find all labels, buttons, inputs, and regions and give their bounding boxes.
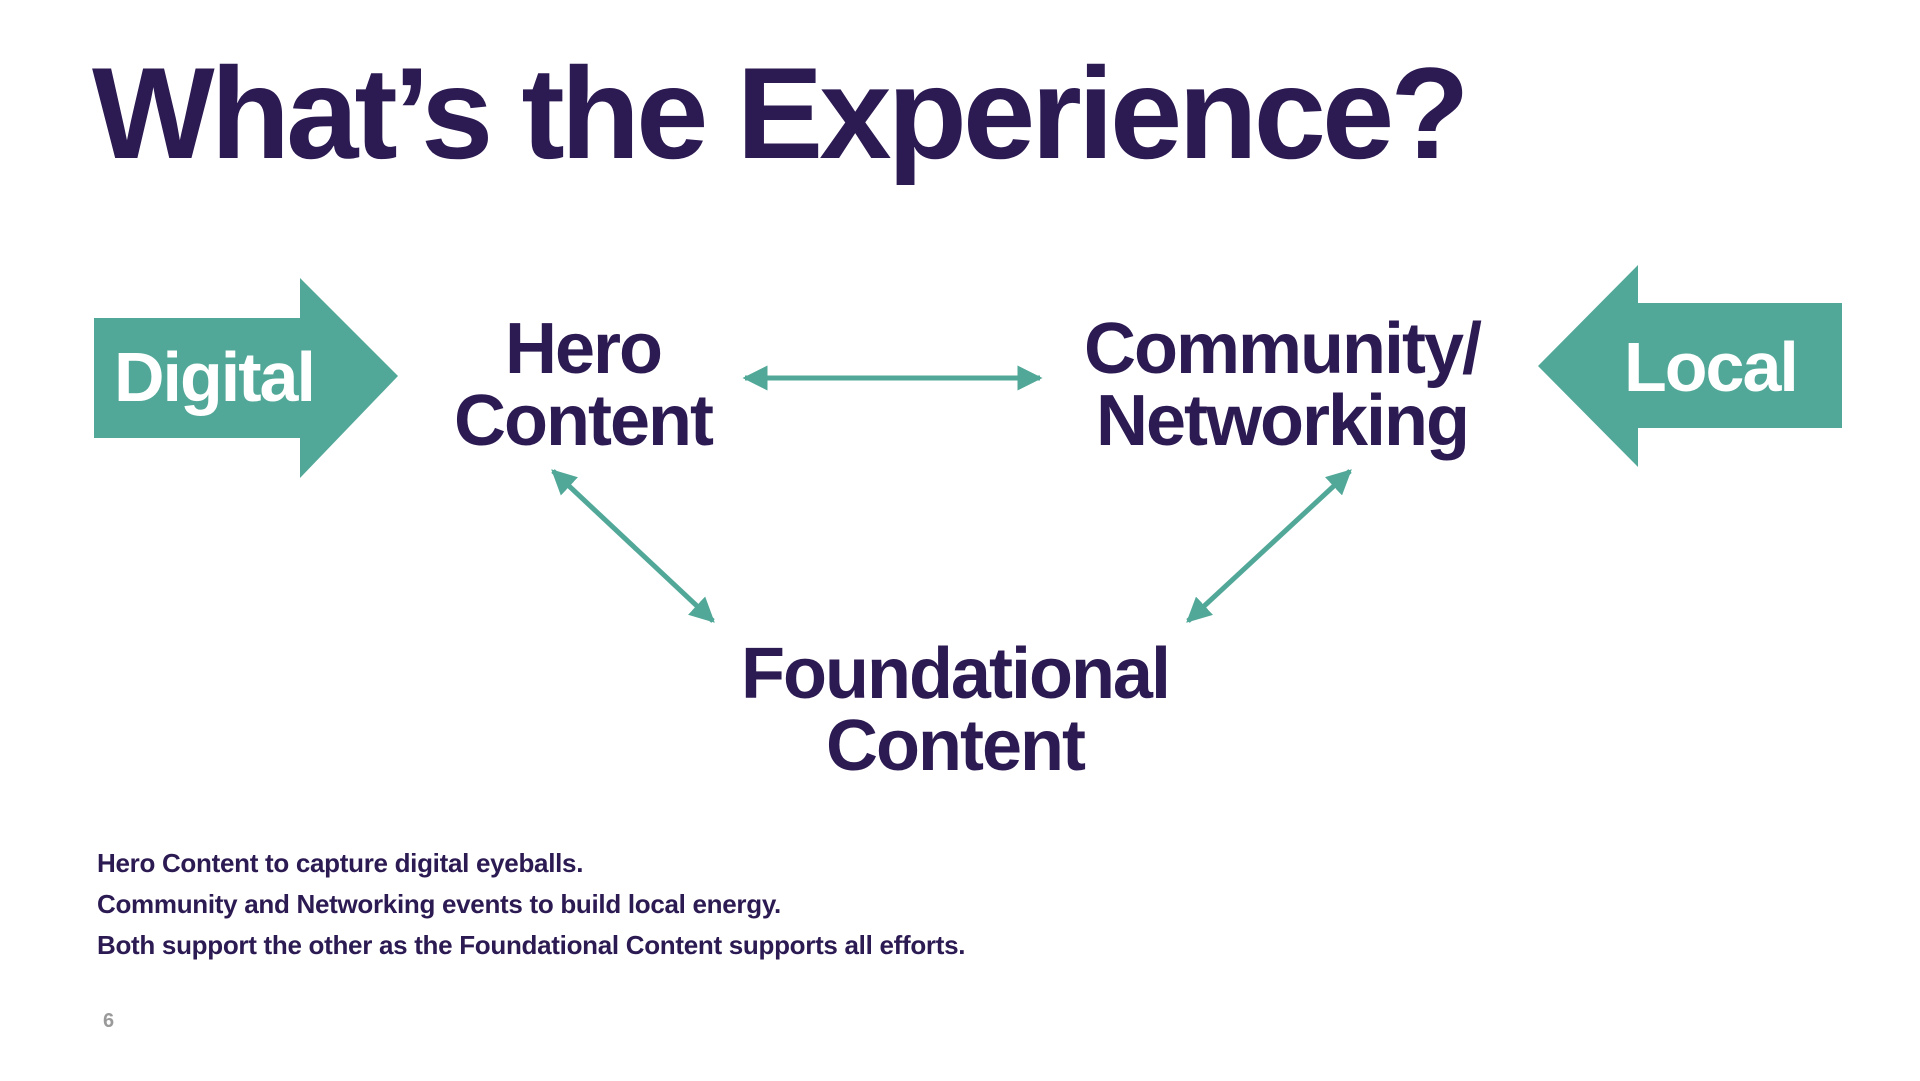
- community-networking-node: Community/ Networking: [1062, 313, 1502, 457]
- local-arrow-label: Local: [1624, 328, 1799, 406]
- foundational-content-line2: Content: [826, 706, 1086, 786]
- hero-foundational-connector: [551, 469, 715, 623]
- community-networking-line1: Community/: [1083, 309, 1482, 389]
- note-item: Both support the other as the Foundation…: [97, 930, 966, 960]
- note-item: Hero Content to capture digital eyeballs…: [97, 848, 584, 878]
- foundational-content-line1: Foundational: [741, 634, 1171, 714]
- foundational-content-node: Foundational Content: [720, 638, 1190, 782]
- community-foundational-connector: [1186, 469, 1352, 623]
- notes-list: Hero Content to capture digital eyeballs…: [97, 843, 965, 966]
- hero-content-line2: Content: [454, 381, 714, 461]
- digital-arrow-label: Digital: [114, 338, 316, 416]
- community-networking-line2: Networking: [1095, 381, 1470, 461]
- digital-entry-arrow: [94, 278, 398, 478]
- note-item: Community and Networking events to build…: [97, 889, 781, 919]
- local-entry-arrow: [1538, 265, 1842, 467]
- slide-title: What’s the Experience?: [92, 40, 1470, 186]
- hero-content-node: Hero Content: [433, 313, 733, 457]
- hero-content-line1: Hero: [504, 309, 663, 389]
- page-number: 6: [103, 1010, 115, 1032]
